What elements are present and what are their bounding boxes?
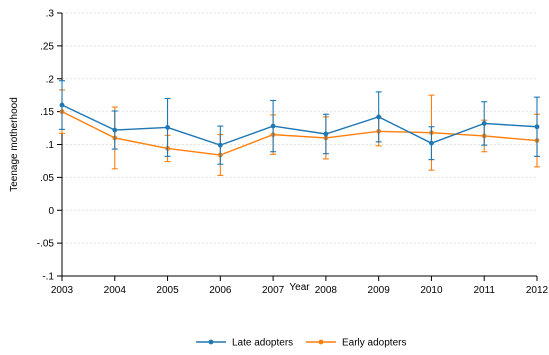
y-tick-label: .15	[40, 107, 54, 118]
legend-swatch-marker	[318, 339, 324, 345]
data-point	[59, 102, 65, 108]
y-tick-label: .2	[46, 74, 55, 85]
data-point	[376, 114, 382, 120]
y-ticks: -.1 -.05 0 .05 .1 .15 .2 .25 .3	[37, 9, 62, 283]
data-point	[165, 125, 170, 130]
legend-item: Late adopters	[196, 338, 293, 349]
x-tick-label: 2005	[156, 285, 179, 296]
series-line	[61, 104, 538, 146]
legend-label: Late adopters	[232, 338, 293, 349]
series-line	[61, 110, 538, 156]
data-point	[323, 131, 329, 137]
series	[59, 80, 540, 176]
legend-swatch-marker	[208, 339, 214, 345]
y-tick-label: .1	[46, 140, 55, 151]
y-tick-label: .3	[46, 9, 55, 20]
data-point	[112, 127, 118, 133]
x-tick-label: 2011	[473, 285, 495, 296]
x-tick-label: 2006	[209, 285, 232, 296]
legend: Late adopters Early adopters	[196, 338, 406, 349]
y-axis-title: Teenage motherhood	[9, 97, 20, 192]
y-tick-label: .05	[40, 173, 54, 184]
series-late-adopters	[59, 80, 540, 165]
data-point	[481, 121, 487, 126]
grid-lines	[62, 12, 537, 277]
data-point	[534, 124, 540, 130]
x-tick-label: 2007	[262, 285, 285, 296]
y-tick-label: 0	[48, 206, 54, 217]
series-early-adopters	[59, 89, 540, 176]
data-point	[217, 142, 223, 148]
x-ticks: 2003 2004 2005 2006 2007 2008 2009 2010 2011 2012	[51, 276, 549, 296]
x-tick-label: 2003	[51, 285, 74, 296]
legend-label: Early adopters	[342, 338, 406, 349]
data-point	[429, 140, 434, 146]
y-tick-label: -.1	[42, 272, 54, 283]
x-tick-label: 2009	[368, 285, 391, 296]
y-tick-label: .25	[40, 41, 54, 52]
x-tick-label: 2012	[526, 285, 549, 296]
x-tick-label: 2004	[104, 285, 127, 296]
data-point	[270, 123, 276, 129]
x-axis-title: Year	[289, 282, 310, 293]
legend-item: Early adopters	[306, 338, 406, 349]
y-tick-label: -.05	[37, 239, 55, 250]
x-tick-label: 2010	[420, 285, 443, 296]
x-tick-label: 2008	[315, 285, 338, 296]
